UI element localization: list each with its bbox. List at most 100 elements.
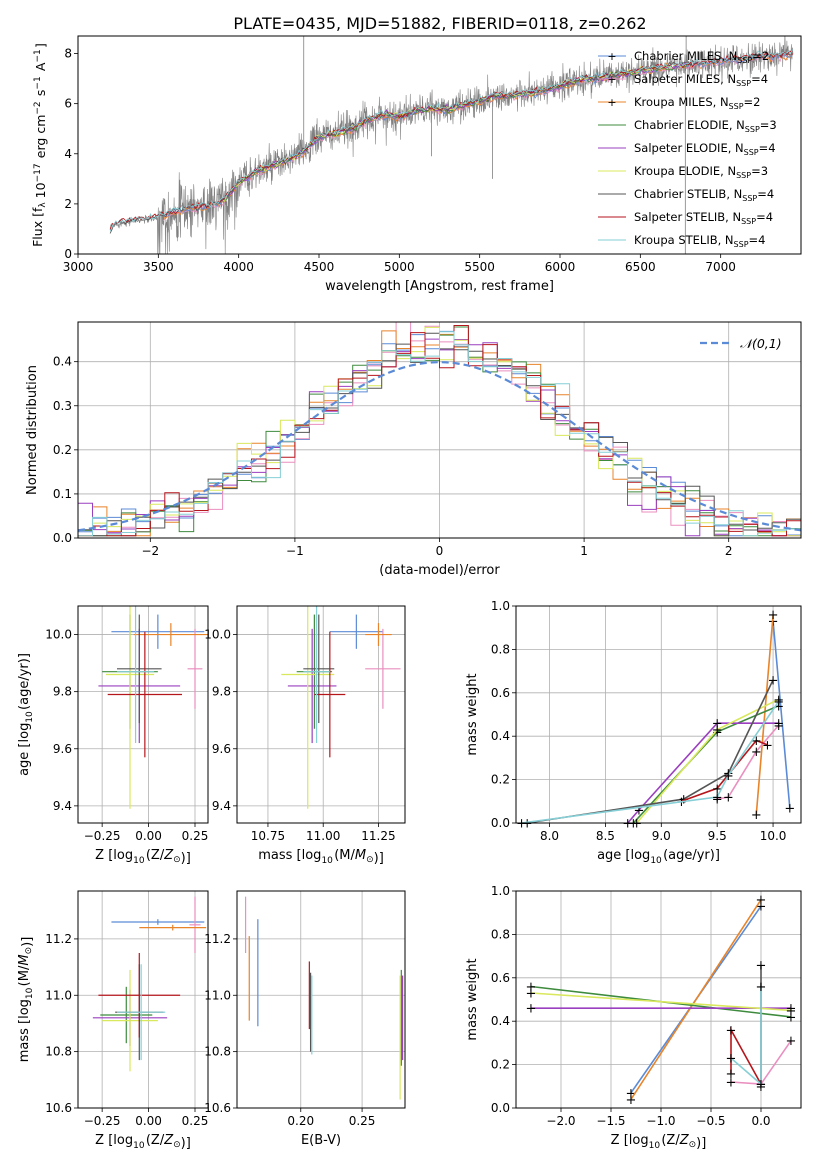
- weight_vs_age-point-salpeter-miles-0: +: [712, 793, 723, 808]
- weight_vs_Z-point-chabrier-stelib-0: +: [756, 958, 767, 973]
- weight_vs_age-xlabel: age [log10 (age/yr)]: [597, 848, 720, 866]
- mass_vs_ebv-xtick-label-0: 0.20: [287, 1114, 314, 1128]
- weight_vs_Z-point-salpeter-miles-0: +: [726, 1075, 737, 1090]
- age_vs_Z-ytick-label-3: 10.0: [45, 628, 72, 642]
- weight_vs_age-panel: 8.0 8.5 9.0 9.5 10.00.00.20.40.60.81.0+++++ +…: [465, 599, 802, 866]
- legend-label-2: Kroupa MILES, NSSP=2: [634, 95, 760, 111]
- weight_vs_Z-ytick-label-4: 0.8: [491, 927, 510, 941]
- weight_vs_Z-line-kroupa-miles: [630, 899, 762, 1100]
- weight_vs_age-point-chabrier-stelib-0: +: [522, 817, 533, 832]
- age_vs_Z-ytick-label-2: 9.8: [53, 685, 72, 699]
- residuals-ytick-label-2: 0.2: [53, 443, 72, 457]
- spectrum-xtick-label-7: 6500: [625, 260, 656, 274]
- weight_vs_age-point-kroupa-stelib-0: +: [516, 817, 527, 832]
- residuals-xtick-label-1: −1: [286, 544, 304, 558]
- mass_vs_Z-ytick-label-2: 11.0: [45, 988, 72, 1002]
- weight_vs_age-point-salpeter-elodie-0: +: [622, 817, 633, 832]
- weight_vs_Z-point-kroupa-stelib-0: +: [726, 1052, 737, 1067]
- spectrum-ytick-label-4: 8: [64, 47, 72, 61]
- spectrum-xtick-label-2: 4000: [223, 260, 254, 274]
- age_vs_Z-xtick-label-1: 0.00: [135, 829, 162, 843]
- age_vs_mass-ytick-label-1: 9.6: [212, 742, 231, 756]
- weight_vs_age-frame: [515, 605, 802, 824]
- weight_vs_Z-ytick-label-3: 0.6: [491, 971, 510, 985]
- weight_vs_age-point-salpeter-elodie-2: +: [712, 717, 723, 732]
- spectrum-xtick-label-8: 7000: [705, 260, 736, 274]
- mass_vs_Z-ytick-label-3: 11.2: [45, 932, 72, 946]
- weight_vs_Z-frame: [515, 890, 802, 1109]
- legend-label-1: Salpeter MILES, NSSP=4: [634, 72, 768, 88]
- spectrum-ytick-label-2: 4: [64, 147, 72, 161]
- weight_vs_age-line-salpeter-elodie: [627, 722, 779, 824]
- weight_vs_age-ytick-label-3: 0.6: [491, 686, 510, 700]
- weight_vs_age-line-kroupa-stelib: [521, 701, 780, 824]
- weight_vs_age-line-chabrier-elodie: [632, 705, 779, 824]
- weight_vs_age-point-salpeter-stelib-1: +: [712, 782, 723, 797]
- residuals-xlabel: (data-model)/error: [379, 563, 500, 578]
- mass_vs_ebv-ytick-label-0: 10.6: [204, 1101, 231, 1115]
- weight_vs_Z-line-kroupa-elodie: [530, 992, 792, 1012]
- weight_vs_age-xtick-label-1: 8.5: [596, 829, 615, 843]
- weight_vs_Z-point-chabrier-elodie-0: +: [526, 980, 537, 995]
- weight_vs_age-point-chabrier-miles-1: +: [784, 801, 795, 816]
- weight_vs_age-point-chabrier-stelib-3: +: [768, 673, 779, 688]
- weight_vs_age-point-salpeter-miles-1: +: [723, 790, 734, 805]
- weight_vs_age-point-kroupa-elodie-1: +: [712, 723, 723, 738]
- legend-label-3: Chabrier ELODIE, NSSP=3: [634, 118, 777, 134]
- residuals-xtick-label-0: −2: [141, 544, 159, 558]
- weight_vs_age-point-salpeter-stelib-2: +: [751, 734, 762, 749]
- mass_vs_Z-panel: −0.25 0.00 0.25 10.6 10.8 11.0 11.2 Z [log10 (Z…: [17, 890, 209, 1151]
- histogram-kroupa-stelib: [78, 331, 801, 537]
- mass_vs_ebv-xtick-label-1: 0.25: [349, 1114, 376, 1128]
- mass_vs_ebv-ytick-label-2: 11.0: [204, 988, 231, 1002]
- spectrum-xtick-label-3: 4500: [304, 260, 335, 274]
- legend-label-6: Chabrier STELIB, NSSP=4: [634, 187, 774, 203]
- residuals-ytick-label-0: 0.0: [53, 531, 72, 545]
- weight_vs_Z-point-salpeter-miles-2: +: [786, 1034, 797, 1049]
- mass_vs_ebv-frame: [236, 890, 406, 1109]
- residuals-ytick-label-4: 0.4: [53, 355, 72, 369]
- spectrum-ytick-label-3: 6: [64, 97, 72, 111]
- weight_vs_Z-point-kroupa-elodie-0: +: [526, 986, 537, 1001]
- legend-marker-1: +: [607, 73, 616, 86]
- age_vs_Z-xtick-label-2: 0.25: [182, 829, 209, 843]
- mass_vs_Z-xtick-label-1: 0.00: [135, 1114, 162, 1128]
- weight_vs_Z-point-salpeter-stelib-0: +: [726, 1067, 737, 1082]
- weight_vs_age-point-kroupa-stelib-1: +: [712, 790, 723, 805]
- legend-label-5: Kroupa ELODIE, NSSP=3: [634, 164, 768, 180]
- weight_vs_age-ytick-label-5: 1.0: [491, 599, 510, 613]
- weight_vs_Z-xtick-label-1: −1.5: [596, 1114, 625, 1128]
- spectrum-xlabel: wavelength [Angstrom, rest frame]: [325, 279, 554, 294]
- weight_vs_age-point-salpeter-miles-3: +: [773, 719, 784, 734]
- legend-label-0: Chabrier MILES, NSSP=2: [634, 49, 769, 65]
- mass_vs_Z-xtick-label-0: −0.25: [84, 1114, 121, 1128]
- weight_vs_Z-point-salpeter-elodie-1: +: [786, 1002, 797, 1017]
- age_vs_mass-ytick-label-0: 9.4: [212, 799, 231, 813]
- spectrum-model-kroupa-elodie: [222, 62, 688, 202]
- legend-label-7: Salpeter STELIB, NSSP=4: [634, 210, 773, 226]
- weight_vs_age-point-chabrier-elodie-1: +: [712, 725, 723, 740]
- weight_vs_Z-point-kroupa-elodie-1: +: [786, 1004, 797, 1019]
- weight_vs_age-point-kroupa-stelib-2: +: [723, 769, 734, 784]
- spectrum-xtick-label-4: 5000: [384, 260, 415, 274]
- age_vs_mass-ytick-label-3: 10.0: [204, 628, 231, 642]
- weight_vs_Z-ytick-label-5: 1.0: [491, 884, 510, 898]
- spectrum-ytick-label-0: 0: [64, 247, 72, 261]
- weight_vs_Z-point-chabrier-elodie-1: +: [786, 1010, 797, 1025]
- residuals-xtick-label-2: 0: [436, 544, 444, 558]
- weight_vs_Z-point-kroupa-stelib-1: +: [756, 1078, 767, 1093]
- weight_vs_age-ytick-label-2: 0.4: [491, 729, 510, 743]
- age_vs_Z-xtick-label-0: −0.25: [84, 829, 121, 843]
- weight_vs_Z-ytick-label-2: 0.4: [491, 1014, 510, 1028]
- weight_vs_Z-point-kroupa-miles-0: +: [626, 1093, 637, 1108]
- spectrum-panel: 3000 3500 4000 4500 5000 5500 6000 6500 7000 0 2 4 6…: [30, 35, 802, 294]
- age_vs_Z-ytick-label-0: 9.4: [53, 799, 72, 813]
- mass_vs_ebv-xlabel: E(B-V): [301, 1133, 341, 1148]
- age_vs_Z-panel: −0.25 0.00 0.25 9.4 9.6 9.8 10.0 Z [log10 (Z/Z⊙…: [17, 605, 209, 866]
- weight_vs_age-point-chabrier-elodie-0: +: [628, 817, 639, 832]
- weight_vs_age-xtick-label-0: 8.0: [540, 829, 559, 843]
- weight_vs_age-xtick-label-4: 10.0: [760, 829, 787, 843]
- residuals-ytick-label-1: 0.1: [53, 487, 72, 501]
- weight_vs_Z-point-salpeter-elodie-0: +: [526, 1002, 537, 1017]
- weight_vs_Z-xtick-label-4: 0.0: [751, 1114, 770, 1128]
